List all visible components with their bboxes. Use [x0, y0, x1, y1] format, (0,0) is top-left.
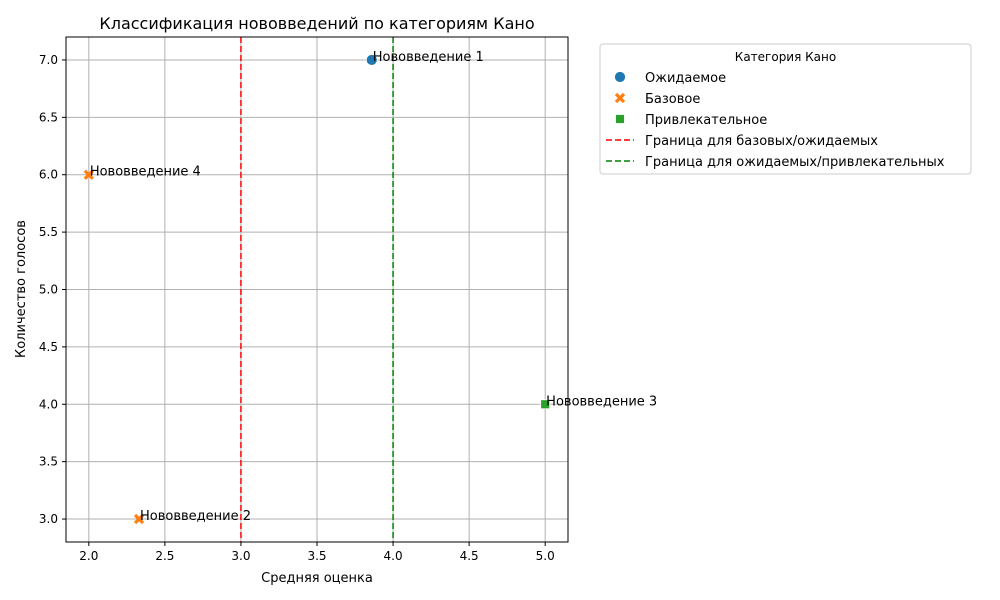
- legend-marker: [615, 114, 625, 124]
- y-tick-label: 7.0: [39, 53, 58, 67]
- y-tick-label: 4.0: [39, 397, 58, 411]
- x-tick-label: 4.5: [460, 549, 479, 563]
- y-tick-label: 6.5: [39, 110, 58, 124]
- legend-label: Ожидаемое: [645, 71, 726, 86]
- legend-marker: [614, 71, 626, 83]
- x-axis-label: Средняя оценка: [261, 571, 373, 586]
- y-tick-label: 6.0: [39, 168, 58, 182]
- x-tick-label: 3.5: [307, 549, 326, 563]
- legend: Категория Кано Ожидаемое Базовое Привлекате…: [599, 43, 972, 175]
- x-tick-label: 3.0: [231, 549, 250, 563]
- y-axis-label: Количество голосов: [14, 220, 29, 358]
- grid-lines: [66, 37, 568, 542]
- point-label: Нововведение 1: [373, 50, 484, 65]
- data-point: [83, 169, 94, 180]
- y-tick-label: 5.0: [39, 283, 58, 297]
- data-point: [365, 54, 378, 66]
- data-point: [540, 399, 551, 410]
- y-axis-ticks: 3.0 3.5 4.0 4.5 5.0 5.5 6.0 6.5 7.0: [39, 53, 66, 526]
- legend-label: Граница для ожидаемых/привлекательных: [645, 155, 945, 170]
- legend-box: [599, 43, 972, 175]
- x-tick-label: 5.0: [536, 549, 555, 563]
- x-axis-ticks: 2.0 2.5 3.0 3.5 4.0 4.5 5.0: [79, 542, 555, 563]
- data-points: [83, 54, 551, 525]
- marker-stroke: [83, 169, 94, 180]
- legend-label: Базовое: [645, 92, 700, 107]
- x-tick-label: 2.0: [79, 549, 98, 563]
- point-label: Нововведение 4: [90, 165, 201, 180]
- x-tick-label: 4.0: [384, 549, 403, 563]
- y-tick-label: 4.5: [39, 340, 58, 354]
- point-label: Нововведение 3: [546, 394, 657, 409]
- y-tick-label: 3.5: [39, 455, 58, 469]
- x-tick-label: 2.5: [155, 549, 174, 563]
- chart-title: Классификация нововведений по категориям…: [99, 14, 534, 33]
- marker-stroke: [614, 92, 626, 104]
- y-tick-label: 3.0: [39, 512, 58, 526]
- legend-marker: [614, 92, 626, 104]
- legend-label: Граница для базовых/ожидаемых: [645, 134, 878, 149]
- point-label: Нововведение 2: [140, 509, 251, 524]
- y-tick-label: 5.5: [39, 225, 58, 239]
- boundary-lines: [240, 37, 394, 542]
- legend-title: Категория Кано: [735, 50, 836, 64]
- point-labels: Нововведение 1 Нововведение 2 Нововведение…: [90, 50, 657, 524]
- marker-stroke: [133, 513, 145, 525]
- legend-label: Привлекательное: [645, 113, 767, 128]
- data-point: [133, 513, 145, 525]
